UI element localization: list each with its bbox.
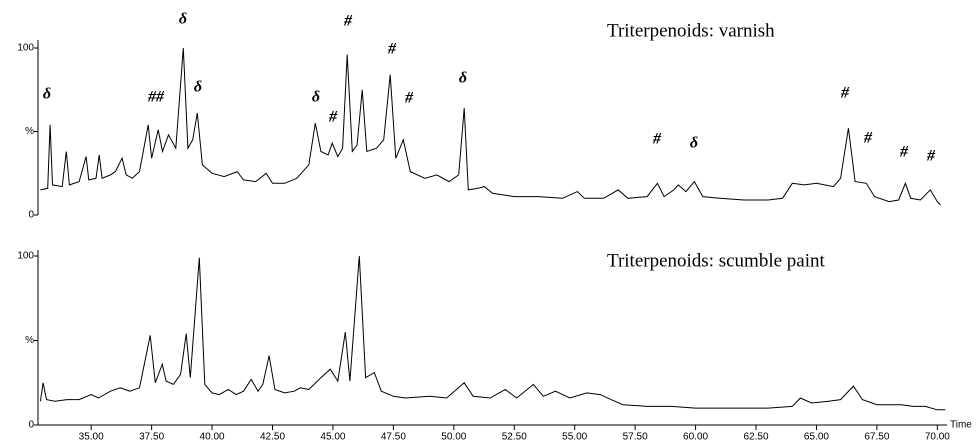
x-tick-label: 42.50 xyxy=(260,432,285,443)
x-tick-label: 65.00 xyxy=(804,432,829,443)
x-tick-label: 47.50 xyxy=(381,432,406,443)
panel-title: Triterpenoids: scumble paint xyxy=(607,250,825,271)
y-tick-label: 0 xyxy=(28,210,34,221)
peak-annotation: # xyxy=(840,85,850,102)
peak-annotation: δ xyxy=(459,70,467,87)
x-axis-label: Time xyxy=(950,420,972,431)
x-tick-label: 60.00 xyxy=(683,432,708,443)
x-tick-label: 45.00 xyxy=(320,432,345,443)
y-tick-label: % xyxy=(25,126,34,137)
peak-annotation: δ xyxy=(690,135,698,152)
x-tick-label: 67.50 xyxy=(864,432,889,443)
peak-annotation: ## xyxy=(147,89,165,106)
x-tick-label: 70.00 xyxy=(925,432,950,443)
peak-annotation: δ xyxy=(312,89,320,106)
peak-annotation: δ xyxy=(179,11,187,28)
peak-annotation: # xyxy=(863,130,873,147)
y-tick-label: 0 xyxy=(28,420,34,431)
peak-annotation: # xyxy=(652,131,662,148)
x-tick-label: 52.50 xyxy=(502,432,527,443)
y-tick-label: 100 xyxy=(17,251,34,262)
trace xyxy=(39,255,946,411)
x-tick-label: 57.50 xyxy=(623,432,648,443)
peak-annotation: # xyxy=(899,144,909,161)
peak-annotation: # xyxy=(328,109,338,126)
y-tick-label: % xyxy=(25,335,34,346)
peak-annotation: # xyxy=(926,148,936,165)
trace xyxy=(40,47,941,206)
peak-annotation: # xyxy=(387,41,397,58)
x-tick-label: 35.00 xyxy=(79,432,104,443)
peak-annotation: δ xyxy=(43,86,51,103)
y-tick-label: 100 xyxy=(17,43,34,54)
peak-annotation: # xyxy=(404,90,414,107)
x-tick-label: 62.50 xyxy=(743,432,768,443)
x-tick-label: 55.00 xyxy=(562,432,587,443)
x-tick-label: 37.50 xyxy=(139,432,164,443)
peak-annotation: # xyxy=(343,13,353,30)
panel-title: Triterpenoids: varnish xyxy=(607,20,775,41)
peak-annotation: δ xyxy=(194,79,202,96)
x-tick-label: 50.00 xyxy=(441,432,466,443)
x-tick-label: 40.00 xyxy=(200,432,225,443)
